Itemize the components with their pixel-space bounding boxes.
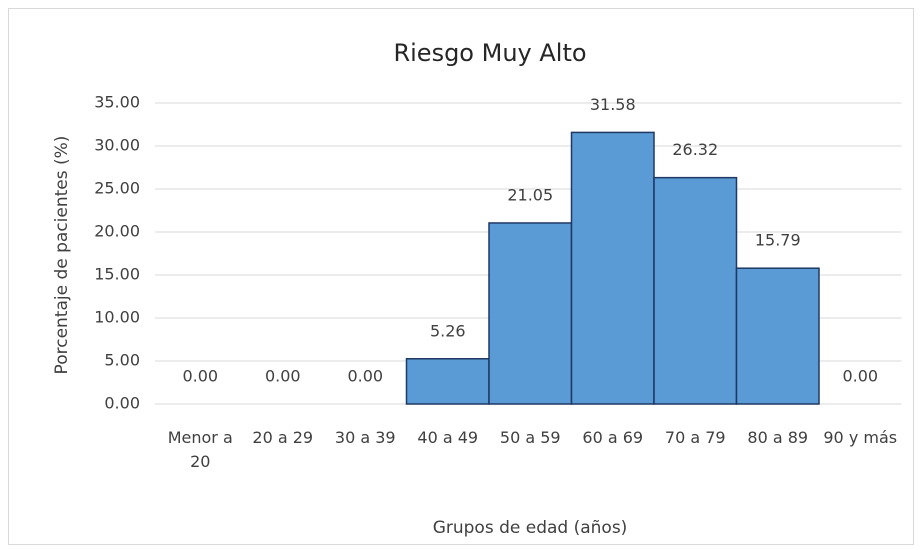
y-tick-label: 20.00 [94,222,140,241]
x-tick-label: 80 a 89 [747,428,809,447]
data-label: 31.58 [590,95,636,114]
chart-title: Riesgo Muy Alto [393,39,586,67]
bar [570,131,655,405]
y-tick-label: 5.00 [104,351,140,370]
x-tick-label: 90 y más [823,428,898,447]
data-label: 0.00 [842,367,878,386]
bar [405,358,490,405]
data-label: 0.00 [182,367,218,386]
bar [653,176,738,405]
data-label: 0.00 [265,367,301,386]
data-label: 15.79 [755,231,801,250]
x-tick-label: 60 a 69 [582,428,644,447]
bar [488,222,573,405]
y-axis-label: Porcentaje de pacientes (%) [52,136,72,375]
y-tick-label: 30.00 [94,136,140,155]
data-label: 26.32 [672,140,718,159]
y-tick-label: 15.00 [94,265,140,284]
data-label: 5.26 [430,321,466,340]
x-tick-label: 40 a 49 [417,428,479,447]
x-axis-label: Grupos de edad (años) [433,518,628,538]
x-tick-label: 30 a 39 [334,428,396,447]
y-tick-label: 35.00 [94,93,140,112]
data-label: 0.00 [347,367,383,386]
y-tick-label: 0.00 [104,394,140,413]
x-tick-label: 50 a 59 [499,428,561,447]
bar [735,267,820,405]
y-tick-label: 10.00 [94,308,140,327]
x-tick-label: 70 a 79 [664,428,726,447]
y-tick-label: 25.00 [94,179,140,198]
x-tick-label: 20 a 29 [252,428,314,447]
data-label: 21.05 [507,185,553,204]
x-tick-label: Menor a 20 [167,428,233,471]
